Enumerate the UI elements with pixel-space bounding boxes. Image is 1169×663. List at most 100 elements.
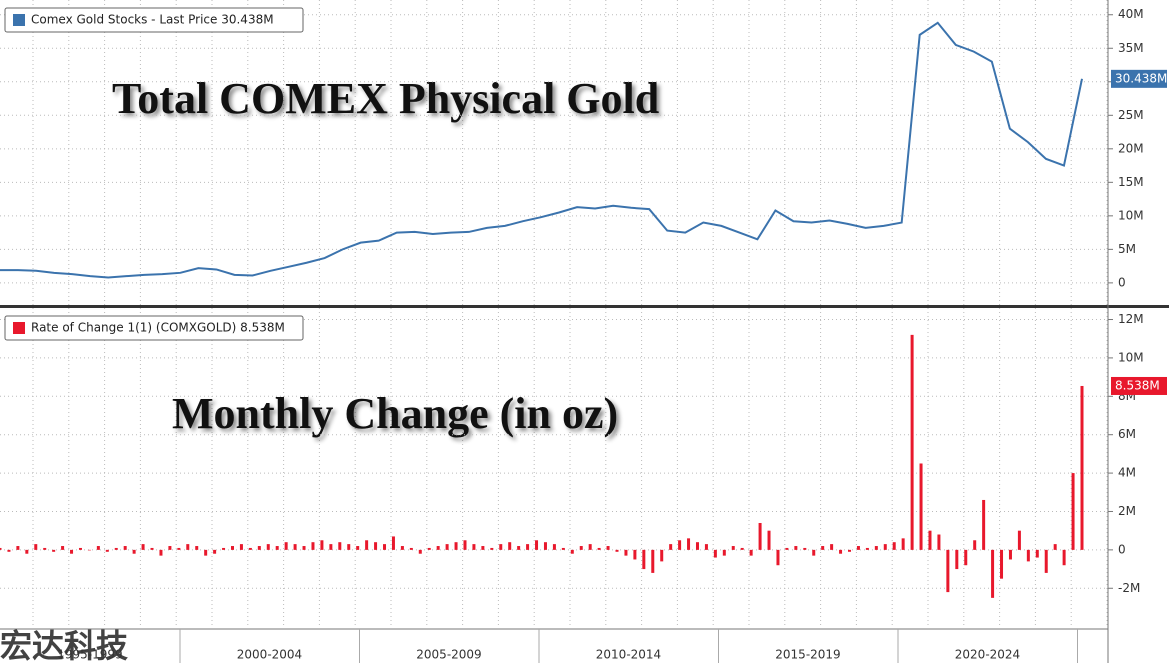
legend-label: Rate of Change 1(1) (COMXGOLD) 8.538M [31,321,285,335]
bar [713,549,717,558]
bar [70,549,74,554]
y-tick-label: 5M [1118,242,1136,256]
bar [767,530,771,550]
bar [78,547,82,550]
bar [43,547,47,550]
bar [1071,473,1075,550]
bar [374,542,378,550]
y-tick-label: 10M [1118,208,1144,222]
bar [561,547,565,550]
bar [204,549,208,556]
bar [973,540,977,550]
bar [96,546,100,550]
bar [284,542,288,550]
bar [1053,544,1057,550]
bar [347,544,351,550]
year-grid [32,0,1108,628]
bar [418,549,422,554]
bar [597,547,601,550]
bar [508,542,512,550]
bar [570,549,574,554]
bar [830,544,834,550]
x-tick-label: 2005-2009 [416,648,481,662]
bar [794,546,798,550]
bar [651,549,655,573]
bar [454,542,458,550]
y-tick-label: 40M [1118,7,1144,21]
bar [463,540,467,550]
bar [731,546,735,550]
bar [150,547,154,550]
bar [937,534,941,550]
bar [1080,385,1084,550]
bar [982,499,986,550]
legend-box [4,7,304,33]
bar [865,547,869,550]
last-value-tag [1111,69,1167,88]
bar [436,546,440,550]
bar [105,549,109,552]
bar [195,546,199,550]
bar [678,540,682,550]
bar [409,547,413,550]
x-tick-label: 2015-2019 [775,648,840,662]
bar [87,549,91,551]
bar [535,540,539,550]
bar [400,546,404,550]
bar [955,549,959,570]
y-tick-label: 2M [1118,504,1136,518]
y-tick-label: 20M [1118,141,1144,155]
bar [633,549,637,560]
bar [839,549,843,554]
bar [0,547,2,550]
bar [1026,549,1030,562]
bar [991,549,995,598]
bar [311,542,315,550]
bar [946,549,950,593]
bar [356,546,360,550]
last-value-label: 8.538M [1115,378,1160,392]
bar [490,547,494,550]
bar [159,549,163,556]
bar [177,547,181,550]
bar [481,546,485,550]
y-tick-label: 25M [1118,108,1144,122]
bar [1008,549,1012,560]
bar [266,544,270,550]
bar [391,536,395,550]
bar [132,549,136,554]
bar [624,549,628,556]
bar [222,547,226,550]
bar [141,544,145,550]
bar [660,549,664,562]
y-tick-label: 35M [1118,41,1144,55]
y-tick-label: 15M [1118,175,1144,189]
bar [856,546,860,550]
bar [1000,549,1004,579]
bar [1062,549,1066,566]
last-value-label: 30.438M [1115,71,1167,85]
y-tick-label: 12M [1118,312,1144,326]
bar [293,544,297,550]
bar [785,547,789,550]
bar [642,549,646,570]
bar [919,463,923,550]
x-tick-label: 2000-2004 [237,648,302,662]
bar [687,538,691,550]
bar [695,542,699,550]
bar [901,538,905,550]
bar [552,544,556,550]
y-tick-label: -2M [1118,581,1140,595]
bar [928,530,932,550]
bar [1035,549,1039,558]
bar [275,546,279,550]
bar [606,546,610,550]
legend-box [4,315,304,341]
bar [821,546,825,550]
bar [365,540,369,550]
bar [749,549,753,556]
bar [472,544,476,550]
bar [383,544,387,550]
bar [427,547,431,550]
x-tick-label: 2010-2014 [596,648,661,662]
